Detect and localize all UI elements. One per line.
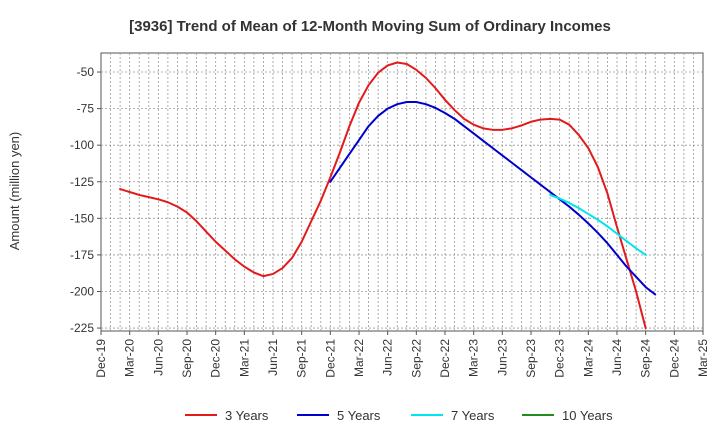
x-tick-label: Sep-24	[639, 339, 653, 378]
x-tick-label: Jun-23	[495, 339, 509, 376]
x-tick-label: Mar-24	[581, 339, 595, 377]
series-line-3-years	[119, 61, 647, 330]
x-tick-label: Dec-20	[209, 339, 223, 378]
series-line-7-years	[549, 193, 647, 256]
x-tick-label: Sep-21	[295, 339, 309, 378]
x-tick-label: Jun-20	[151, 339, 165, 376]
y-tick-label: -100	[70, 138, 94, 152]
x-tick-label: Dec-21	[323, 339, 337, 378]
x-tick-label: Sep-20	[180, 339, 194, 378]
legend-label: 3 Years	[225, 408, 269, 423]
x-tick-label: Jun-24	[610, 339, 624, 376]
legend: 3 Years 5 Years 7 Years 10 Years	[185, 408, 613, 423]
x-tick-label: Jun-22	[381, 339, 395, 376]
x-tick-label: Mar-20	[123, 339, 137, 377]
y-tick-label: -225	[70, 321, 94, 335]
y-axis-label: Amount (million yen)	[7, 132, 22, 251]
x-tick-label: Mar-25	[696, 339, 710, 377]
y-tick-label: -50	[77, 65, 95, 79]
y-axis: -50 -75 -100 -125 -150 -175 -200 -225	[70, 65, 101, 335]
x-tick-label: Dec-24	[667, 339, 681, 378]
y-tick-label: -125	[70, 175, 94, 189]
y-tick-label: -200	[70, 284, 94, 298]
x-tick-label: Sep-22	[409, 339, 423, 378]
y-tick-label: -75	[77, 102, 95, 116]
x-tick-label: Mar-21	[237, 339, 251, 377]
x-tick-label: Sep-23	[524, 339, 538, 378]
y-tick-label: -175	[70, 248, 94, 262]
series-line-5-years	[329, 101, 657, 296]
legend-label: 5 Years	[337, 408, 381, 423]
x-tick-label: Jun-21	[266, 339, 280, 376]
y-tick-label: -150	[70, 211, 94, 225]
series-lines	[119, 61, 657, 330]
grid-lines	[101, 53, 703, 331]
legend-label: 7 Years	[451, 408, 495, 423]
legend-label: 10 Years	[562, 408, 613, 423]
x-tick-label: Dec-19	[94, 339, 108, 378]
x-tick-label: Dec-22	[438, 339, 452, 378]
chart-title: [3936] Trend of Mean of 12-Month Moving …	[129, 18, 611, 35]
x-tick-label: Mar-23	[467, 339, 481, 377]
plot-area	[100, 52, 704, 332]
x-axis: Dec-19 Mar-20 Jun-20 Sep-20 Dec-20 Mar-21 Jun-…	[94, 331, 710, 378]
x-tick-label: Mar-22	[352, 339, 366, 377]
x-tick-label: Dec-23	[553, 339, 567, 378]
